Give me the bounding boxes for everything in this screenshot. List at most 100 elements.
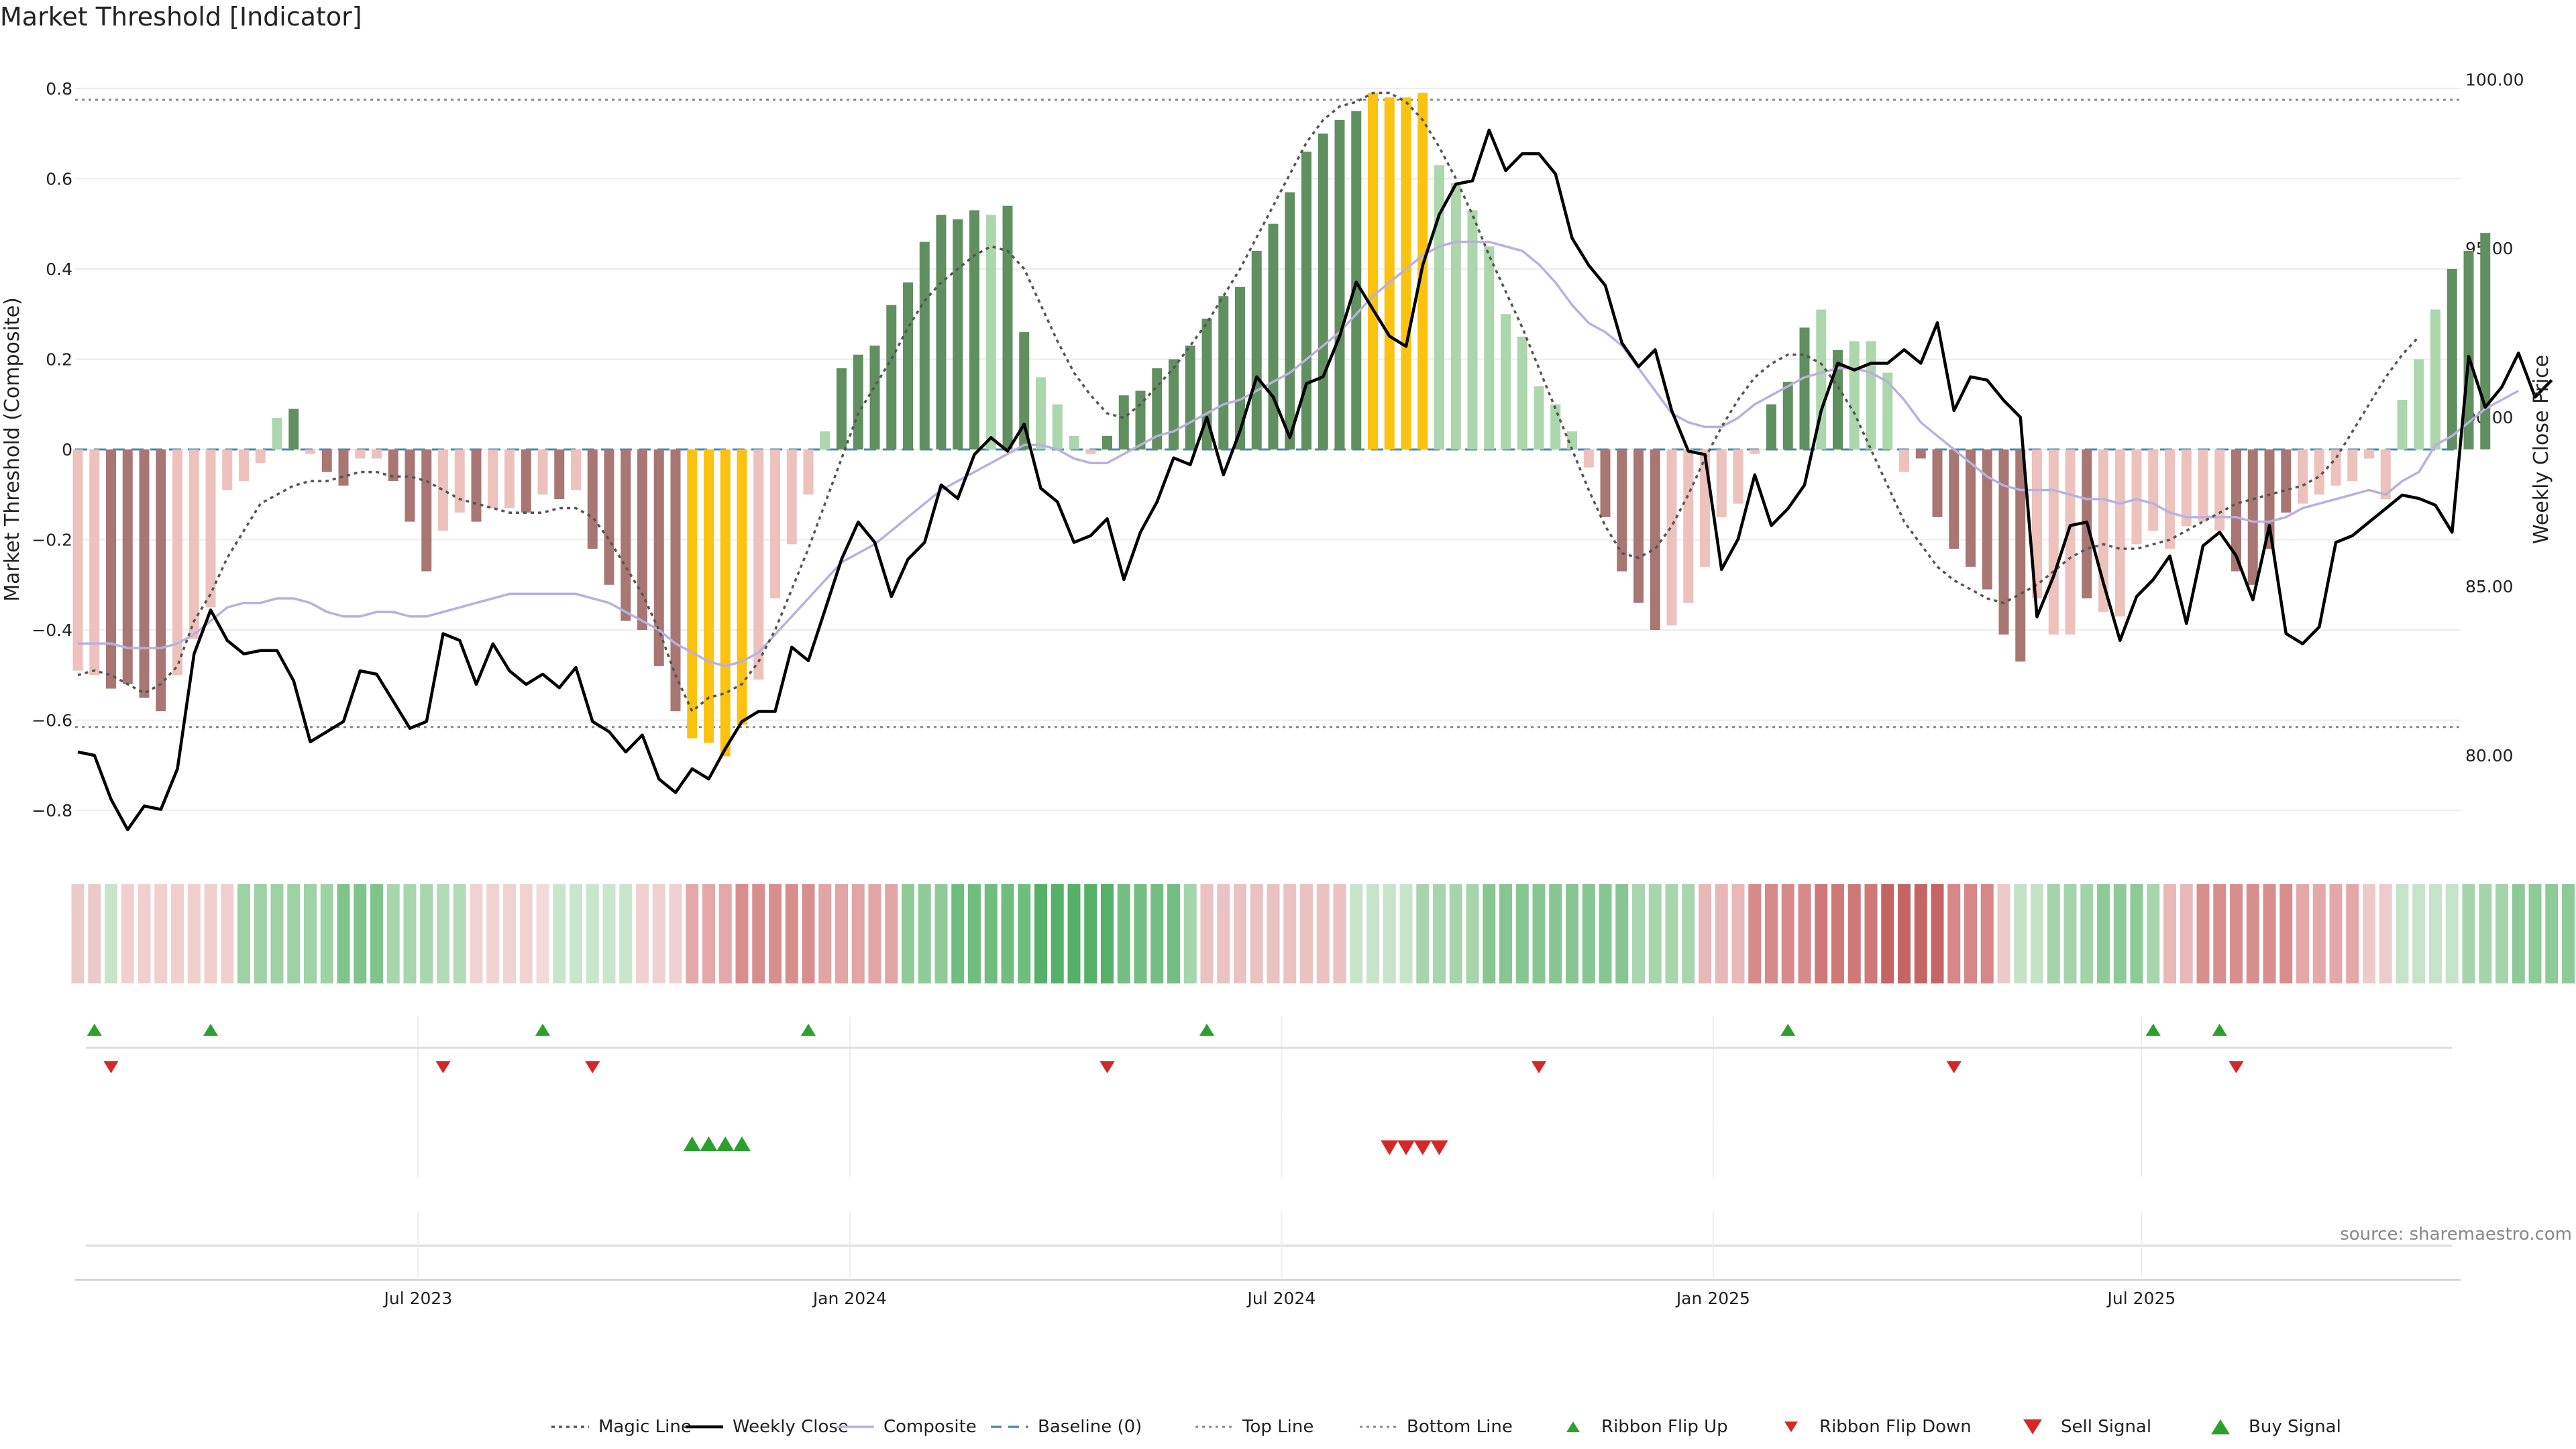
composite-bar <box>222 449 233 490</box>
magic-line-line <box>77 91 2420 712</box>
composite-bar <box>2380 449 2391 499</box>
ribbon-cell <box>1881 884 1894 983</box>
ribbon-cell <box>337 884 350 983</box>
composite-bar <box>2065 449 2076 635</box>
composite-bar <box>288 409 299 449</box>
composite-bar <box>1882 372 1893 449</box>
ribbon-cell <box>2180 884 2193 983</box>
ribbon-cell <box>802 884 815 983</box>
composite-bar <box>1700 449 1710 567</box>
ribbon-cell <box>2163 884 2176 983</box>
composite-bar <box>786 449 797 545</box>
composite-bar <box>820 431 830 449</box>
ribbon-cell <box>1018 884 1031 983</box>
composite-bar <box>1019 332 1030 449</box>
ribbon-cell <box>1665 884 1678 983</box>
composite-bar <box>1285 192 1295 449</box>
composite-bar <box>72 449 83 671</box>
legend-item: Ribbon Flip Up <box>1566 1417 1728 1437</box>
composite-bar <box>1915 449 1926 459</box>
composite-bar <box>1949 449 1960 549</box>
ribbon-cell <box>1001 884 1014 983</box>
ribbon-cell <box>2147 884 2160 983</box>
ribbon-cell <box>2312 884 2326 983</box>
composite-bar <box>2364 449 2374 459</box>
ribbon-cell <box>287 884 301 983</box>
ribbon-cell <box>2379 884 2392 983</box>
sell-signal-marker <box>1397 1140 1415 1155</box>
composite-bar <box>2114 449 2125 616</box>
composite-bar <box>1052 404 1063 449</box>
y-tick-label: 0.8 <box>46 79 72 99</box>
ribbon-cell <box>1715 884 1728 983</box>
ribbon-cell <box>686 884 699 983</box>
composite-bar <box>388 449 398 482</box>
composite-bar <box>1617 449 1627 572</box>
composite-bar <box>1467 210 1478 449</box>
composite-bar <box>521 449 531 513</box>
ribbon-cell <box>570 884 582 983</box>
main-panel: −0.8 −0.6 −0.4 −0.2 0 0.2 0.4 0.6 0.8 80.00 85.00… <box>32 70 2553 832</box>
ribbon-cell <box>486 884 500 983</box>
composite-bar <box>1268 223 1279 449</box>
composite-bar <box>704 449 714 743</box>
composite-bar <box>338 449 349 486</box>
composite-bar <box>1998 449 2009 635</box>
composite-bar <box>1384 97 1395 450</box>
legend-label: Top Line <box>1242 1417 1313 1437</box>
ribbon-cell <box>171 884 184 983</box>
ribbon-cell <box>154 884 168 983</box>
source-note: source: sharemaestro.com <box>2340 1224 2572 1244</box>
composite-bar <box>1085 449 1096 454</box>
ribbon-cell <box>818 884 832 983</box>
flip-down-marker <box>1099 1061 1115 1073</box>
composite-bar <box>438 449 448 531</box>
composite-bar <box>2463 251 2474 449</box>
composite-bar <box>189 449 199 639</box>
composite-bar <box>2414 359 2424 449</box>
ribbon-cell <box>652 884 665 983</box>
ribbon-cell <box>1582 884 1595 983</box>
composite-bar <box>1201 318 1212 449</box>
composite-bar <box>2298 449 2308 504</box>
composite-bar <box>2430 309 2440 449</box>
legend-label: Bottom Line <box>1407 1417 1513 1437</box>
y2-axis-label: Weekly Close Price <box>2530 355 2553 544</box>
ribbon-cell <box>2496 884 2508 983</box>
ribbon-cell <box>403 884 417 983</box>
flip-up-marker <box>535 1024 550 1036</box>
composite-bar <box>488 449 498 508</box>
ribbon-cell <box>1234 884 1246 983</box>
ribbon-cell <box>2213 884 2226 983</box>
legend-item: Bottom Line <box>1360 1417 1513 1437</box>
composite-bar <box>853 354 863 449</box>
composite-bar <box>1002 205 1013 449</box>
composite-bar <box>355 449 366 459</box>
threshold-lines <box>75 99 2461 729</box>
flip-down-marker <box>103 1061 119 1073</box>
composite-bar <box>1799 327 1810 449</box>
composite-bar <box>537 449 548 495</box>
legend-swatch <box>1784 1421 1798 1432</box>
composite-bar <box>1501 314 1511 449</box>
ribbon-cell <box>1648 884 1662 983</box>
composite-bar <box>621 449 631 621</box>
legend-label: Weekly Close <box>733 1417 849 1437</box>
composite-bar <box>139 449 150 698</box>
composite-bar <box>239 449 249 482</box>
ribbon-cell <box>1682 884 1695 983</box>
ribbon-cell <box>586 884 599 983</box>
ribbon-cell <box>1566 884 1578 983</box>
composite-bar <box>1484 246 1495 449</box>
ribbon-cell <box>951 884 965 983</box>
flip-up-marker <box>203 1024 218 1036</box>
legend-item: Baseline (0) <box>991 1417 1142 1437</box>
composite-bar <box>670 449 681 712</box>
weekly-close-line <box>77 128 2553 832</box>
ribbon-cell <box>88 884 101 983</box>
legend-item: Buy Signal <box>2211 1417 2341 1437</box>
ribbon-cell <box>2346 884 2359 983</box>
flip-up-marker <box>1780 1024 1796 1036</box>
ribbon-cell <box>2562 884 2575 983</box>
